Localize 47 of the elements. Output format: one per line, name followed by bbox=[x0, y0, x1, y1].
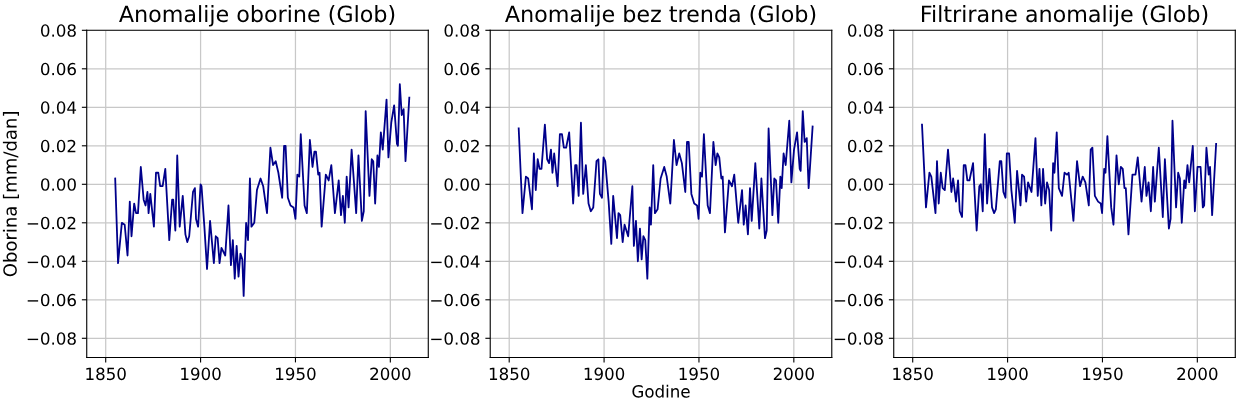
line-series bbox=[114, 83, 411, 297]
y-tick-label: −0.08 bbox=[834, 332, 883, 345]
y-tick-label: 0.00 bbox=[848, 178, 883, 191]
y-tick-label: 0.02 bbox=[444, 139, 479, 153]
y-tick-label: 0.08 bbox=[444, 24, 480, 37]
y-tick-label: −0.08 bbox=[431, 332, 480, 345]
y-tick-label: −0.06 bbox=[27, 293, 76, 307]
y-tick-label: 0.02 bbox=[848, 139, 883, 153]
y-tick-label: −0.06 bbox=[431, 293, 480, 307]
y-tick-label: −0.04 bbox=[834, 255, 884, 268]
y-tick-label: −0.02 bbox=[27, 216, 76, 230]
x-tick-label: 1900 bbox=[988, 367, 1028, 381]
y-tick-label: −0.04 bbox=[431, 255, 480, 268]
y-tick-label: 0.00 bbox=[444, 178, 480, 191]
y-tick-label: 0.08 bbox=[848, 24, 883, 37]
x-tick-label: 1850 bbox=[489, 367, 530, 381]
chart-title: Filtrirane anomalije (Glob) bbox=[922, 5, 1208, 27]
chart-title: Anomalije bez trenda (Glob) bbox=[505, 5, 816, 27]
y-tick-label: 0.08 bbox=[41, 24, 76, 37]
x-tick-label: 1900 bbox=[584, 367, 625, 381]
x-tick-label: 1850 bbox=[86, 367, 126, 381]
x-axis-title: Godine bbox=[632, 384, 690, 398]
x-tick-label: 2000 bbox=[1177, 367, 1218, 381]
y-tick-label: 0.02 bbox=[41, 139, 76, 153]
x-tick-label: 1900 bbox=[181, 367, 221, 381]
y-tick-label: −0.02 bbox=[431, 216, 479, 230]
line-series bbox=[517, 110, 814, 280]
x-tick-label: 2000 bbox=[370, 367, 411, 381]
y-tick-label: 0.04 bbox=[41, 101, 77, 114]
y-tick-label: −0.06 bbox=[834, 293, 883, 307]
x-tick-label: 2000 bbox=[773, 367, 814, 381]
x-tick-label: 1950 bbox=[1083, 367, 1123, 381]
x-tick-label: 1950 bbox=[276, 367, 316, 381]
y-tick-label: −0.02 bbox=[834, 216, 883, 230]
y-tick-label: 0.06 bbox=[41, 62, 76, 76]
y-tick-label: 0.00 bbox=[41, 178, 76, 191]
line-series bbox=[921, 119, 1218, 236]
y-axis-title: Oborina [mm/dan] bbox=[2, 112, 19, 277]
y-tick-label: 0.04 bbox=[444, 101, 480, 114]
y-tick-label: −0.08 bbox=[27, 332, 76, 345]
x-tick-label: 1850 bbox=[893, 367, 933, 381]
y-tick-label: −0.04 bbox=[27, 255, 77, 268]
y-tick-label: 0.04 bbox=[848, 101, 884, 114]
chart-title: Anomalije oborine (Glob) bbox=[119, 5, 395, 27]
x-tick-label: 1950 bbox=[679, 367, 720, 381]
y-tick-label: 0.06 bbox=[444, 62, 480, 76]
y-tick-label: 0.06 bbox=[848, 62, 883, 76]
